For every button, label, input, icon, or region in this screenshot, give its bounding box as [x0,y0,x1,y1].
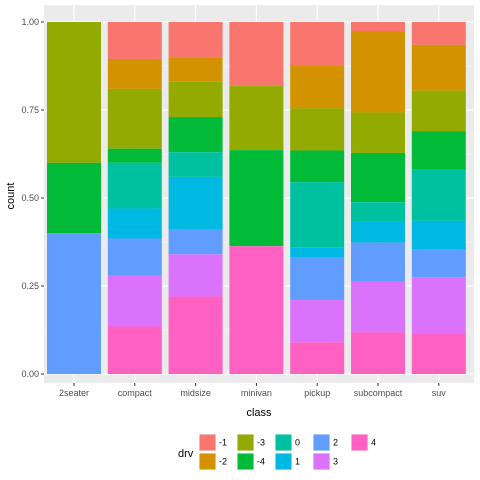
bar-segment-midsize--4 [168,117,223,153]
legend-label-2: 2 [333,438,338,448]
bar-segment-pickup-1 [290,247,345,258]
x-axis-title: class [246,407,272,419]
bar-segment-midsize--3 [168,81,223,118]
bar-segment-pickup-3 [290,300,345,343]
legend-label--4: -4 [257,457,265,467]
bar-segment-pickup-0 [290,182,345,248]
bar-segment-compact--3 [107,88,162,149]
bar-segment-midsize--2 [168,57,223,82]
x-tick-label-midsize: midsize [180,388,211,398]
legend-swatch-1 [275,453,292,470]
bar-segment-2seater--4 [47,162,101,234]
legend: drv -1 -2 -3 -4 0 1 2 3 4 [178,434,376,470]
bar-segment-suv--2 [411,44,466,91]
x-tick-label-2seater: 2seater [59,388,89,398]
bar-segment-compact--2 [107,58,162,89]
legend-swatch-2 [313,434,330,451]
y-tick-label: 0.00 [21,369,39,379]
bar-segment-minivan-4 [229,246,284,374]
bar-segment-subcompact--2 [351,31,405,113]
bar-segment-compact-4 [107,326,162,374]
bar-segment-2seater-2 [47,233,101,374]
bar-segment-subcompact-3 [351,281,405,333]
legend-swatch--2 [199,453,216,470]
bar-segment-pickup--1 [290,22,345,66]
bars [47,22,466,374]
bar-segment-subcompact-2 [351,242,405,282]
bar-segment-suv-2 [411,249,466,278]
x-tick-label-minivan: minivan [241,388,272,398]
y-tick-label: 1.00 [21,17,39,27]
bar-segment-minivan--4 [229,150,284,247]
legend-label-0: 0 [295,438,300,448]
bar-segment-midsize-4 [168,296,223,374]
legend-swatch-3 [313,453,330,470]
legend-swatch--3 [237,434,254,451]
bar-segment-midsize-2 [168,229,223,255]
bar-segment-suv--3 [411,90,466,132]
bar-segment-midsize-3 [168,254,223,297]
bar-segment-minivan--1 [229,22,284,87]
bar-segment-subcompact-0 [351,202,405,222]
x-axis: 2seater compact midsize minivan pickup subcom… [59,383,446,398]
legend-swatch-0 [275,434,292,451]
legend-label-3: 3 [333,457,338,467]
bar-segment-suv--4 [411,131,466,170]
bar-segment-subcompact--4 [351,152,405,203]
y-tick-label: 0.75 [21,105,39,115]
bar-segment-suv-1 [411,220,466,250]
legend-label--2: -2 [219,457,227,467]
bar-segment-subcompact--3 [351,112,405,153]
bar-segment-compact-0 [107,162,162,209]
bar-segment-suv-4 [411,333,466,374]
bar-segment-suv--1 [411,22,466,45]
bar-segment-midsize--1 [168,22,223,58]
bar-segment-pickup--4 [290,150,345,183]
bar-segment-midsize-1 [168,176,223,230]
bar-segment-compact--4 [107,148,162,163]
y-tick-label: 0.25 [21,281,39,291]
bar-segment-pickup--2 [290,66,345,109]
bar-segment-2seater--3 [47,22,101,163]
legend-label-1: 1 [295,457,300,467]
x-tick-label-compact: compact [118,388,153,398]
bar-segment-suv-3 [411,277,466,334]
bar-segment-compact-3 [107,275,162,327]
bar-segment-compact--1 [107,22,162,59]
legend-label--1: -1 [219,438,227,448]
legend-swatch--1 [199,434,216,451]
bar-segment-subcompact-1 [351,221,405,243]
x-tick-label-subcompact: subcompact [354,388,403,398]
y-tick-label: 0.50 [21,193,39,203]
bar-segment-pickup-2 [290,257,345,301]
bar-segment-minivan--3 [229,86,284,151]
bar-segment-compact-2 [107,238,162,276]
legend-swatch-4 [351,434,368,451]
bar-segment-compact-1 [107,208,162,239]
legend-label-4: 4 [371,438,376,448]
legend-swatch--4 [237,453,254,470]
legend-label--3: -3 [257,438,265,448]
y-axis: 0.00 0.25 0.50 0.75 1.00 [21,17,44,379]
bar-segment-midsize-0 [168,152,223,177]
bar-segment-suv-0 [411,169,466,221]
bar-segment-subcompact--1 [351,22,405,32]
x-tick-label-suv: suv [432,388,447,398]
legend-title: drv [178,448,194,460]
bar-segment-pickup-4 [290,342,345,374]
x-tick-label-pickup: pickup [304,388,330,398]
bar-segment-pickup--3 [290,108,345,151]
bar-segment-subcompact-4 [351,332,405,374]
y-axis-title: count [5,183,17,210]
